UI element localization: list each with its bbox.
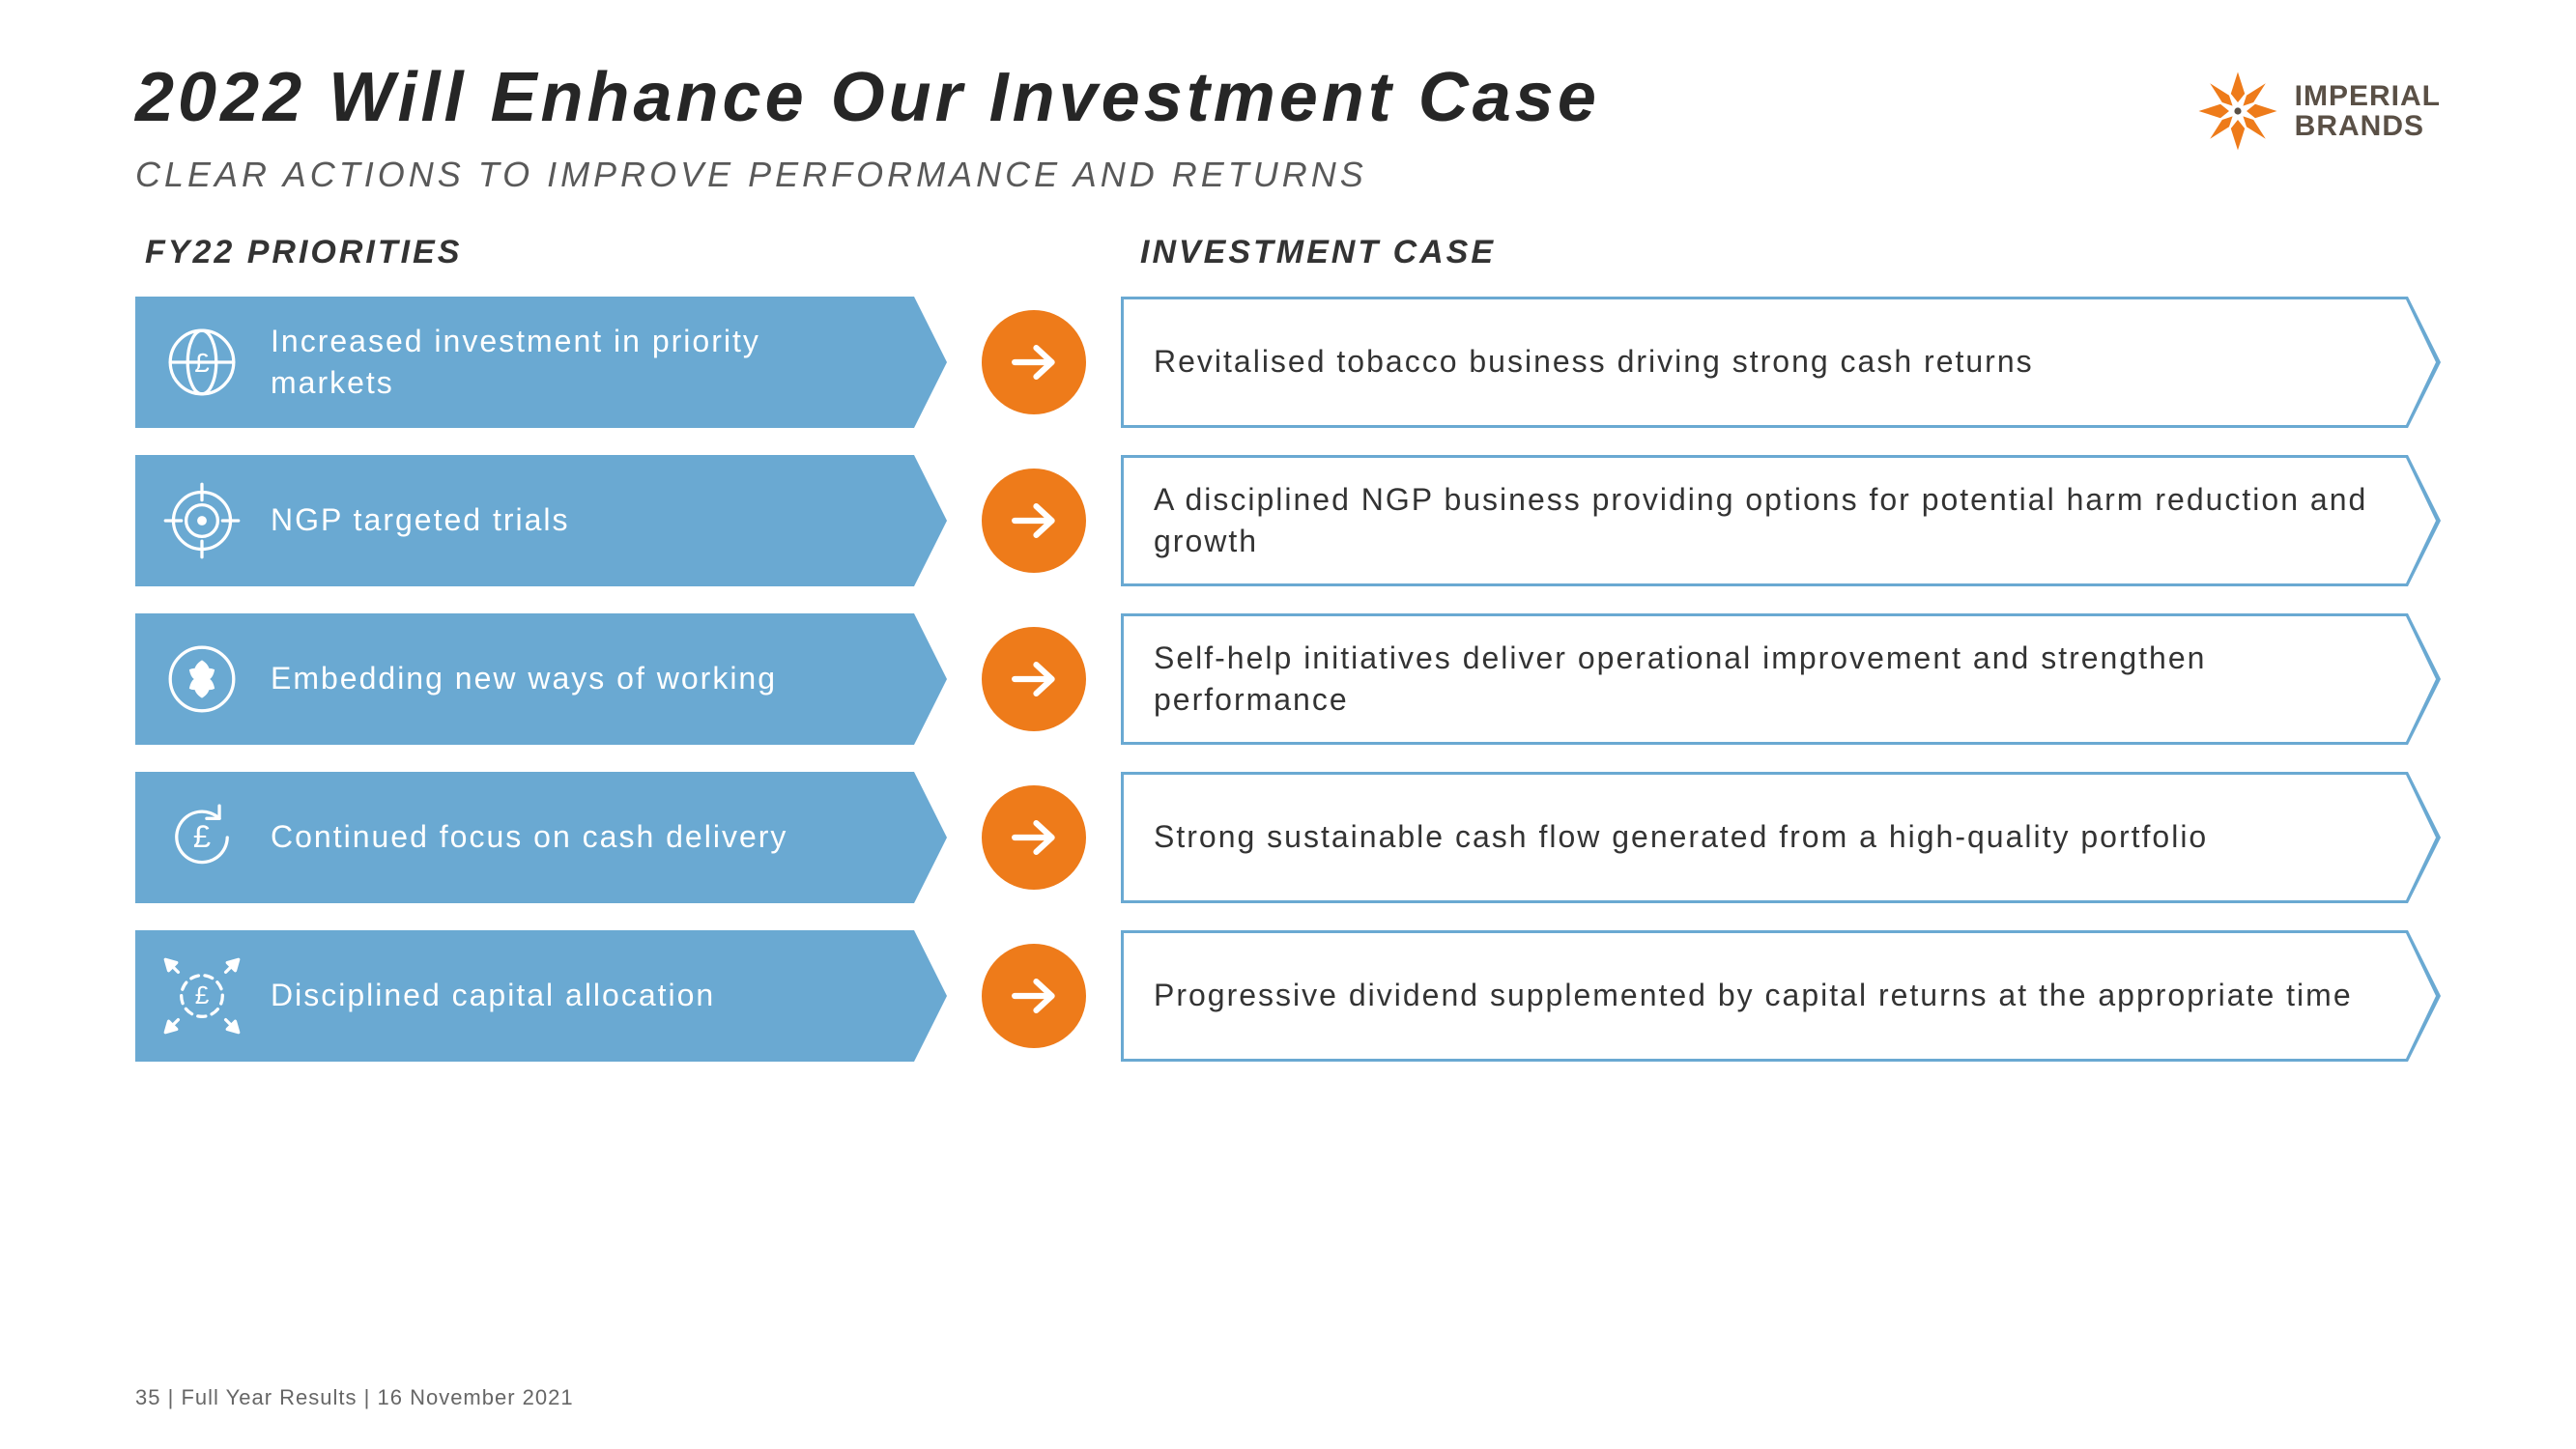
investment-case-pill: Progressive dividend supplemented by cap…	[1121, 930, 2441, 1062]
priority-text: NGP targeted trials	[271, 499, 570, 541]
slide-footer: 35 | Full Year Results | 16 November 202…	[135, 1385, 574, 1410]
footer-doc: Full Year Results	[181, 1385, 357, 1409]
priority-pill: £ Disciplined capital allocation	[135, 930, 947, 1062]
slide-header: 2022 Will Enhance Our Investment Case CL…	[135, 58, 2441, 195]
pound-expand-icon: £	[158, 952, 245, 1039]
arrow-cell	[947, 455, 1121, 586]
investment-case-pill: A disciplined NGP business providing opt…	[1121, 455, 2441, 586]
logo-text: IMPERIAL BRANDS	[2295, 81, 2441, 142]
arrow-right-icon	[982, 627, 1086, 731]
hands-circle-icon	[158, 636, 245, 723]
arrow-cell	[947, 613, 1121, 745]
arrow-right-icon	[982, 310, 1086, 414]
priority-text: Increased investment in priority markets	[271, 321, 889, 404]
brand-logo: IMPERIAL BRANDS	[2194, 68, 2441, 155]
page-number: 35	[135, 1385, 160, 1409]
investment-case-pill: Self-help initiatives deliver operationa…	[1121, 613, 2441, 745]
svg-text:£: £	[193, 818, 211, 854]
investment-case-text: Progressive dividend supplemented by cap…	[1121, 975, 2420, 1016]
priority-text: Disciplined capital allocation	[271, 975, 715, 1016]
content-row: £ Disciplined capital allocation Progres…	[135, 930, 2441, 1062]
priority-text: Continued focus on cash delivery	[271, 816, 787, 858]
arrow-cell	[947, 930, 1121, 1062]
content-row: Embedding new ways of working Self-help …	[135, 613, 2441, 745]
logo-text-line1: IMPERIAL	[2295, 81, 2441, 112]
arrow-cell	[947, 297, 1121, 428]
content-row: NGP targeted trials A disciplined NGP bu…	[135, 455, 2441, 586]
globe-pound-icon: £	[158, 319, 245, 406]
pound-cycle-icon: £	[158, 794, 245, 881]
svg-text:£: £	[195, 980, 210, 1009]
svg-text:£: £	[194, 348, 210, 378]
priorities-heading: FY22 PRIORITIES	[135, 234, 947, 271]
content-row: £ Continued focus on cash delivery Stron…	[135, 772, 2441, 903]
investment-case-pill: Revitalised tobacco business driving str…	[1121, 297, 2441, 428]
asterisk-logo-icon	[2194, 68, 2281, 155]
priority-pill: Embedding new ways of working	[135, 613, 947, 745]
header-gap	[947, 234, 1121, 271]
subtitle: CLEAR ACTIONS TO IMPROVE PERFORMANCE AND…	[135, 155, 2194, 195]
priority-pill: NGP targeted trials	[135, 455, 947, 586]
main-title: 2022 Will Enhance Our Investment Case	[135, 58, 2194, 137]
investment-case-text: Strong sustainable cash flow generated f…	[1121, 816, 2275, 858]
rows-container: £ Increased investment in priority marke…	[135, 297, 2441, 1062]
investment-case-pill: Strong sustainable cash flow generated f…	[1121, 772, 2441, 903]
investment-case-heading: INVESTMENT CASE	[1121, 234, 2441, 271]
footer-sep2: |	[358, 1385, 378, 1409]
arrow-right-icon	[982, 944, 1086, 1048]
content-row: £ Increased investment in priority marke…	[135, 297, 2441, 428]
priority-text: Embedding new ways of working	[271, 658, 777, 699]
arrow-right-icon	[982, 469, 1086, 573]
arrow-right-icon	[982, 785, 1086, 890]
priority-pill: £ Increased investment in priority marke…	[135, 297, 947, 428]
investment-case-text: A disciplined NGP business providing opt…	[1121, 479, 2441, 562]
priority-pill: £ Continued focus on cash delivery	[135, 772, 947, 903]
investment-case-text: Revitalised tobacco business driving str…	[1121, 341, 2102, 383]
arrow-cell	[947, 772, 1121, 903]
columns-header: FY22 PRIORITIES INVESTMENT CASE	[135, 234, 2441, 271]
logo-text-line2: BRANDS	[2295, 111, 2441, 142]
target-icon	[158, 477, 245, 564]
title-block: 2022 Will Enhance Our Investment Case CL…	[135, 58, 2194, 195]
footer-sep1: |	[160, 1385, 181, 1409]
footer-date: 16 November 2021	[377, 1385, 573, 1409]
investment-case-text: Self-help initiatives deliver operationa…	[1121, 638, 2441, 721]
